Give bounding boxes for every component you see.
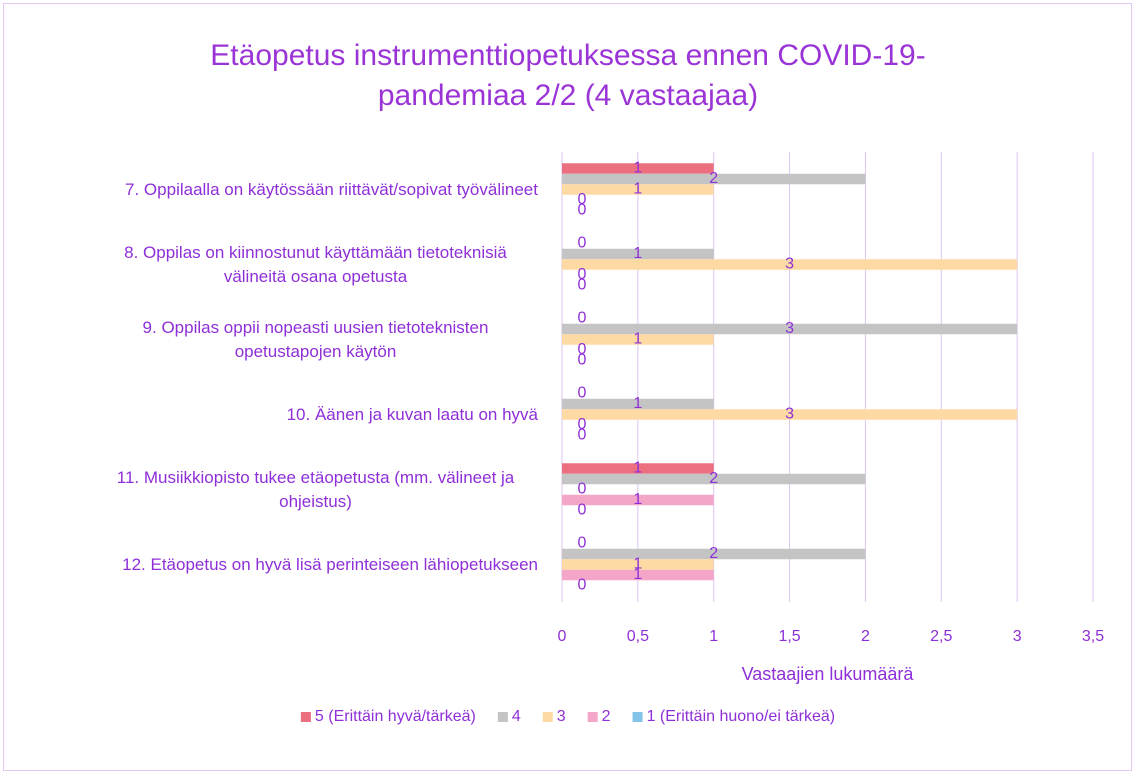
data-label: 0 [578,235,587,252]
category-label: 7. Oppilaalla on käytössään riittävät/so… [125,179,538,199]
data-label: 0 [578,535,587,552]
legend-swatch [632,712,643,722]
data-label: 1 [633,566,642,583]
bar [562,569,714,581]
data-label: 0 [578,277,587,294]
bar [562,548,866,560]
data-label: 1 [633,460,642,477]
x-tick-label: 0 [558,628,567,645]
data-label: 1 [633,491,642,508]
x-tick-label: 1,5 [778,628,800,645]
data-label: 0 [578,427,587,444]
bar [562,259,1018,270]
category-label: 9. Oppilas oppii nopeasti uusien tietote… [142,317,489,361]
data-label: 0 [578,202,587,219]
data-label: 1 [633,245,642,262]
category-label: 10. Äänen ja kuvan laatu on hyvä [286,404,538,424]
legend-swatch [542,712,553,722]
legend-swatch [300,712,311,722]
data-label: 0 [578,385,587,402]
data-label: 1 [633,556,642,573]
data-label: 0 [578,341,587,358]
bar [562,163,714,174]
category-label: 11. Musiikkiopisto tukee etäopetusta (mm… [116,467,515,511]
bar [562,248,714,260]
x-tick-label: 3 [1013,628,1022,645]
x-axis-title: Vastaajien lukumäärä [742,664,915,684]
bar [562,559,714,570]
x-tick-label: 3,5 [1082,628,1104,645]
legend-swatch [497,712,508,722]
bar [562,494,714,506]
legend-label: 2 [602,708,611,725]
data-label: 1 [633,331,642,348]
data-label: 2 [709,170,718,187]
data-label: 0 [578,310,587,327]
bar [562,334,714,345]
category-label: 12. Etäopetus on hyvä lisä perinteiseen … [122,554,538,574]
x-tick-label: 2 [861,628,870,645]
bar [562,398,714,410]
data-label: 1 [633,181,642,198]
bar [562,463,714,474]
x-tick-label: 2,5 [930,628,952,645]
chart-border [3,3,1132,771]
data-label: 2 [709,545,718,562]
x-tick-label: 1 [709,628,718,645]
data-label: 0 [578,352,587,369]
data-label: 3 [785,320,794,337]
data-label: 0 [578,577,587,594]
legend-label: 1 (Erittäin huono/ei tärkeä) [647,708,836,725]
data-label: 2 [709,470,718,487]
legend-label: 3 [557,708,566,725]
legend-label: 5 (Erittäin hyvä/tärkeä) [315,708,476,725]
data-label: 0 [578,481,587,498]
bar [562,173,866,185]
data-label: 0 [578,266,587,283]
legend-swatch [587,712,598,722]
category-label: 8. Oppilas on kiinnostunut käyttämään ti… [124,242,507,286]
bar [562,409,1018,420]
legend-label: 4 [512,708,521,725]
data-label: 0 [578,191,587,208]
data-label: 1 [633,160,642,177]
data-label: 3 [785,406,794,423]
data-label: 3 [785,256,794,273]
data-label: 0 [578,502,587,519]
chart-title: Etäopetus instrumenttiopetuksessa ennen … [210,39,926,112]
bar [562,473,866,485]
bar [562,184,714,195]
data-label: 0 [578,416,587,433]
x-tick-label: 0,5 [627,628,649,645]
data-label: 1 [633,395,642,412]
bar [562,323,1018,335]
